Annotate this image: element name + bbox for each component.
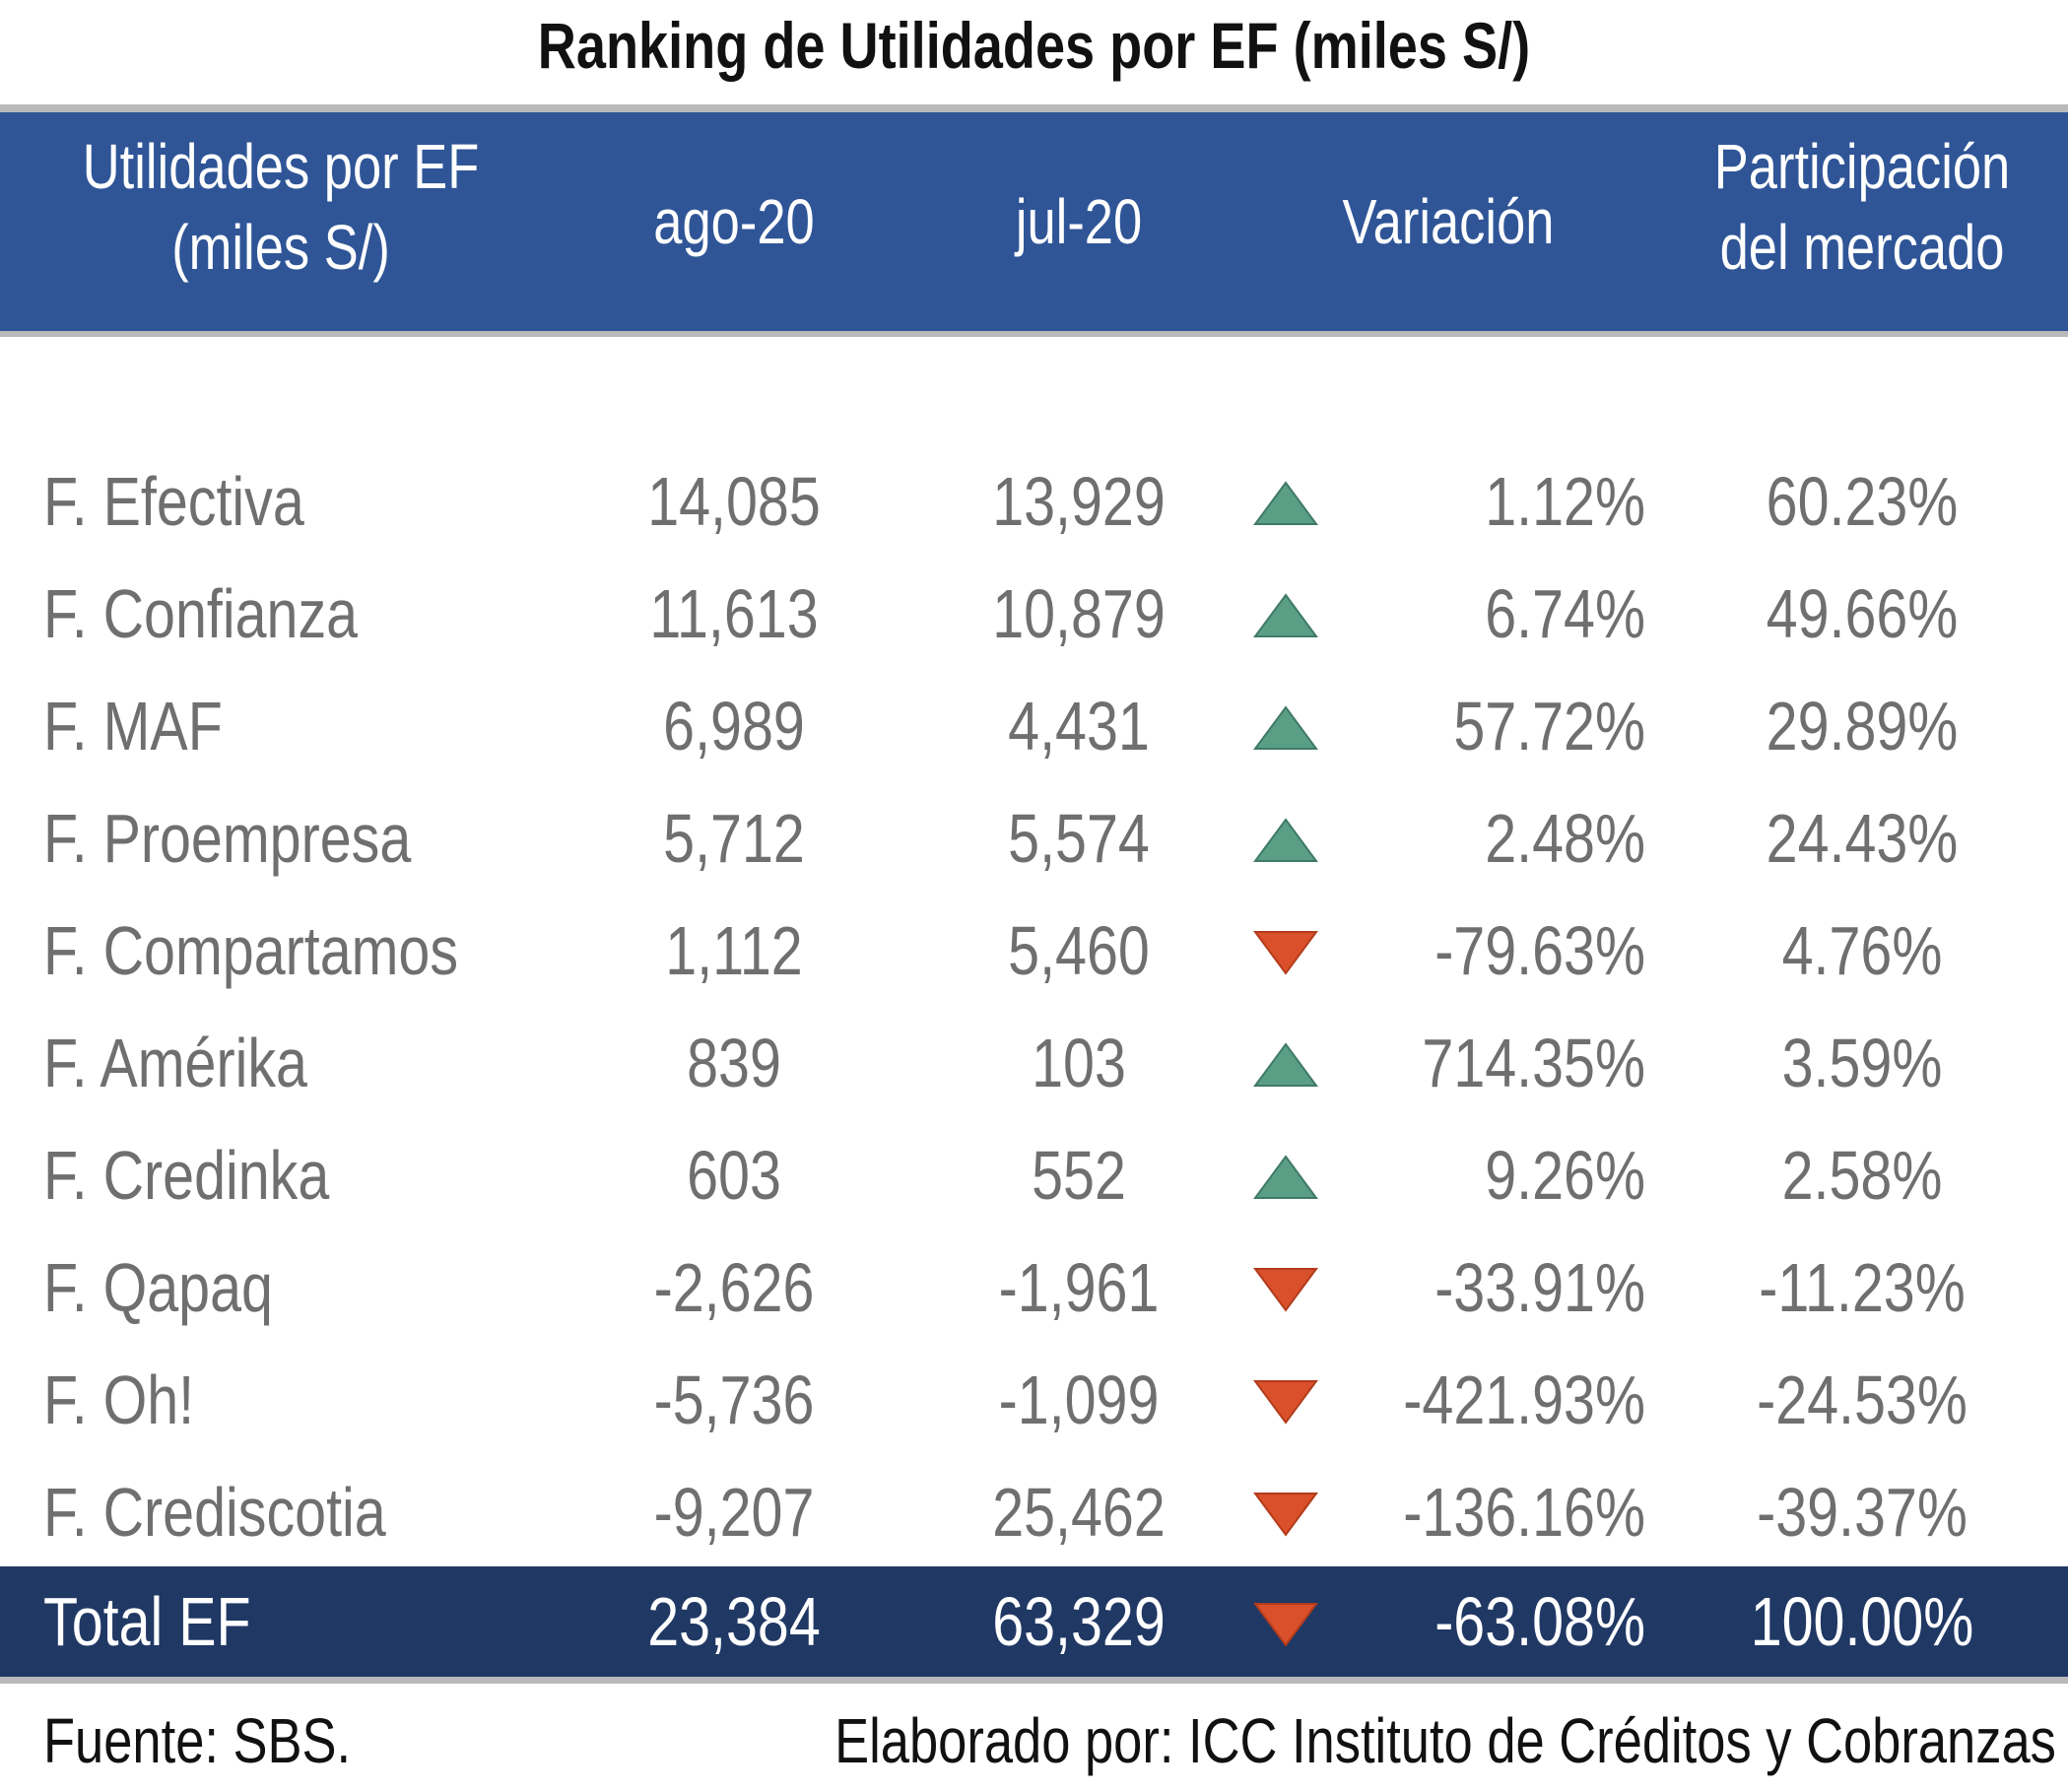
- row-jul: 10,879: [992, 575, 1166, 652]
- bottom-divider: [0, 1677, 2068, 1684]
- header-entity-line1: Utilidades por EF: [82, 131, 480, 202]
- total-share: 100.00%: [1750, 1583, 1974, 1660]
- table-row: F. Amérika 839 103 714.35% 3.59%: [0, 1007, 2068, 1119]
- table-header: Utilidades por EF (miles S/) ago-20 jul-…: [0, 112, 2068, 331]
- row-aug: -5,736: [653, 1361, 815, 1438]
- table-row: F. Qapaq -2,626 -1,961 -33.91% -11.23%: [0, 1231, 2068, 1344]
- row-variation: -421.93%: [1403, 1361, 1645, 1438]
- row-aug: 1,112: [665, 912, 803, 989]
- author-note: Elaborado por: ICC Instituto de Créditos…: [834, 1705, 2056, 1776]
- row-jul: 25,462: [992, 1474, 1166, 1551]
- row-share: -39.37%: [1757, 1474, 1968, 1551]
- row-variation: 9.26%: [1485, 1137, 1645, 1214]
- row-aug: 839: [687, 1025, 781, 1101]
- down-arrow-icon: [1253, 1380, 1318, 1425]
- up-arrow-icon: [1253, 481, 1318, 525]
- up-arrow-icon: [1253, 705, 1318, 750]
- row-variation: 714.35%: [1422, 1025, 1645, 1101]
- down-arrow-icon: [1253, 931, 1318, 975]
- row-share: -11.23%: [1759, 1249, 1966, 1326]
- row-jul: 13,929: [992, 463, 1166, 540]
- row-aug: -2,626: [653, 1249, 815, 1326]
- row-jul: 4,431: [1008, 688, 1150, 764]
- header-variation: Variación: [1342, 186, 1555, 257]
- source-note: Fuente: SBS.: [43, 1705, 352, 1776]
- table-row: F. Credinka 603 552 9.26% 2.58%: [0, 1119, 2068, 1231]
- table-row: F. MAF 6,989 4,431 57.72% 29.89%: [0, 670, 2068, 782]
- row-name: F. Crediscotia: [43, 1474, 386, 1551]
- down-arrow-icon: [1253, 1268, 1318, 1312]
- row-aug: 603: [687, 1137, 781, 1214]
- row-jul: -1,099: [998, 1361, 1160, 1438]
- row-jul: 5,574: [1008, 800, 1150, 877]
- total-variation: -63.08%: [1434, 1583, 1645, 1660]
- row-share: 3.59%: [1781, 1025, 1943, 1101]
- up-arrow-icon: [1253, 1042, 1318, 1087]
- row-name: F. Efectiva: [43, 463, 304, 540]
- table-row: F. Compartamos 1,112 5,460 -79.63% 4.76%: [0, 895, 2068, 1007]
- row-name: F. Confianza: [43, 575, 359, 652]
- table-row: F. Oh! -5,736 -1,099 -421.93% -24.53%: [0, 1344, 2068, 1456]
- row-variation: -136.16%: [1403, 1474, 1645, 1551]
- down-arrow-icon: [1253, 1603, 1318, 1647]
- total-name: Total EF: [43, 1583, 251, 1660]
- header-divider: [0, 331, 2068, 337]
- row-name: F. Proempresa: [43, 800, 412, 877]
- row-name: F. MAF: [43, 688, 223, 764]
- up-arrow-icon: [1253, 593, 1318, 637]
- up-arrow-icon: [1253, 818, 1318, 862]
- row-name: F. Qapaq: [43, 1249, 273, 1326]
- row-name: F. Compartamos: [43, 912, 459, 989]
- header-entity: Utilidades por EF (miles S/): [75, 126, 487, 288]
- row-aug: 14,085: [647, 463, 821, 540]
- row-name: F. Credinka: [43, 1137, 330, 1214]
- table-row: F. Crediscotia -9,207 25,462 -136.16% -39.37…: [0, 1456, 2068, 1568]
- row-share: 60.23%: [1766, 463, 1959, 540]
- up-arrow-icon: [1253, 1155, 1318, 1199]
- row-share: 24.43%: [1766, 800, 1959, 877]
- row-share: 2.58%: [1781, 1137, 1943, 1214]
- row-name: F. Oh!: [43, 1361, 195, 1438]
- header-share-line2: del mercado: [1719, 212, 2005, 283]
- row-jul: -1,961: [998, 1249, 1160, 1326]
- header-share: Participación del mercado: [1708, 126, 2016, 288]
- row-share: 49.66%: [1766, 575, 1959, 652]
- table-row: F. Efectiva 14,085 13,929 1.12% 60.23%: [0, 445, 2068, 558]
- row-variation: 2.48%: [1485, 800, 1645, 877]
- row-aug: 11,613: [649, 575, 819, 652]
- table-title: Ranking de Utilidades por EF (miles S/): [537, 9, 1531, 82]
- row-variation: 6.74%: [1485, 575, 1645, 652]
- total-jul: 63,329: [992, 1583, 1166, 1660]
- down-arrow-icon: [1253, 1493, 1318, 1537]
- row-share: -24.53%: [1757, 1361, 1968, 1438]
- row-jul: 5,460: [1008, 912, 1150, 989]
- row-variation: -33.91%: [1434, 1249, 1645, 1326]
- header-entity-line2: (miles S/): [171, 212, 390, 283]
- row-aug: -9,207: [653, 1474, 815, 1551]
- row-share: 4.76%: [1781, 912, 1943, 989]
- table-row: F. Confianza 11,613 10,879 6.74% 49.66%: [0, 558, 2068, 670]
- row-variation: 1.12%: [1485, 463, 1645, 540]
- top-divider: [0, 104, 2068, 112]
- row-aug: 6,989: [663, 688, 805, 764]
- row-aug: 5,712: [663, 800, 805, 877]
- row-jul: 103: [1032, 1025, 1126, 1101]
- total-aug: 23,384: [647, 1583, 821, 1660]
- total-row: Total EF 23,384 63,329 -63.08% 100.00%: [0, 1566, 2068, 1677]
- row-name: F. Amérika: [43, 1025, 307, 1101]
- header-jul: jul-20: [1015, 186, 1143, 257]
- row-share: 29.89%: [1766, 688, 1959, 764]
- header-aug: ago-20: [653, 186, 815, 257]
- row-variation: 57.72%: [1453, 688, 1645, 764]
- table-row: F. Proempresa 5,712 5,574 2.48% 24.43%: [0, 782, 2068, 895]
- header-share-line1: Participación: [1713, 131, 2011, 202]
- row-jul: 552: [1032, 1137, 1126, 1214]
- row-variation: -79.63%: [1434, 912, 1645, 989]
